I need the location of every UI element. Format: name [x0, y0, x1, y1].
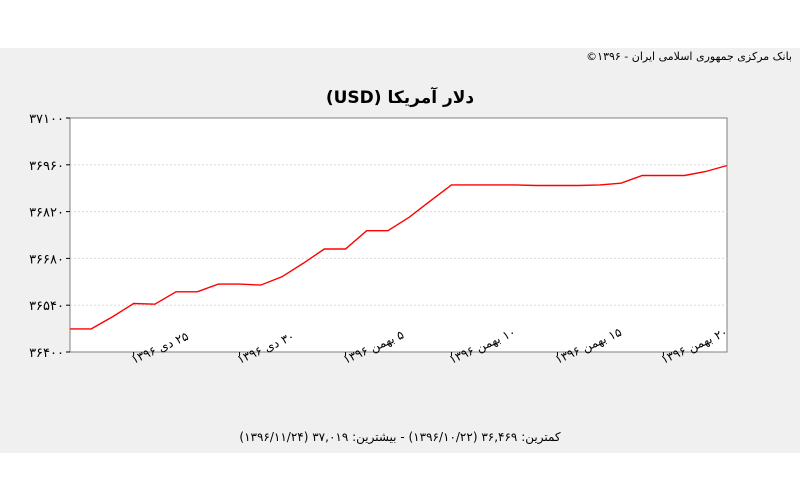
chart-title: دلار آمریکا (USD)	[325, 88, 475, 108]
y-tick-label: ۳۷۱۰۰	[29, 112, 64, 127]
y-tick-label: ۳۶۹۶۰	[29, 159, 64, 174]
y-tick-label: ۳۶۶۸۰	[29, 252, 64, 267]
grid-layer	[70, 164, 727, 306]
y-tick-label: ۳۶۵۴۰	[29, 299, 64, 314]
y-tick-label: ۳۶۴۰۰	[29, 346, 64, 361]
y-tick-label: ۳۶۸۲۰	[29, 206, 64, 221]
copyright-text: بانک مرکزی جمهوری اسلامی ایران - ۱۳۹۶©	[586, 50, 792, 63]
usd-rate-line	[70, 164, 728, 330]
plot-area	[69, 117, 728, 353]
min-max-summary: کمترین: ۳۶,۴۶۹ (۱۳۹۶/۱۰/۲۲) - بیشترین: ۳…	[239, 430, 561, 444]
series-layer	[70, 164, 728, 330]
